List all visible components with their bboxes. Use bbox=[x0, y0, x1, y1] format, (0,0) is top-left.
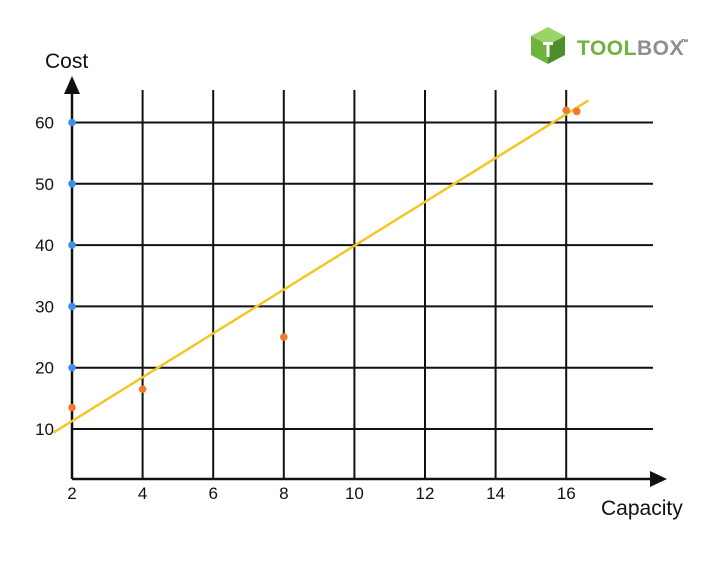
y-tick-label-50: 50 bbox=[35, 175, 54, 194]
x-tick-label-4: 4 bbox=[138, 484, 147, 503]
y-tick-label-60: 60 bbox=[35, 114, 54, 133]
x-tick-label-16: 16 bbox=[557, 484, 576, 503]
data-point-s0-3 bbox=[68, 302, 76, 311]
brand-name-part1: TOOL bbox=[577, 37, 637, 60]
data-point-s0-4 bbox=[68, 363, 76, 372]
x-tick-label-14: 14 bbox=[486, 484, 505, 503]
y-tick-label-10: 10 bbox=[35, 420, 54, 439]
x-tick-label-12: 12 bbox=[416, 484, 435, 503]
x-axis-title: Capacity bbox=[601, 497, 683, 520]
data-point-s1-2 bbox=[280, 333, 288, 341]
data-point-s1-3 bbox=[562, 106, 570, 115]
trendline-layer bbox=[53, 99, 589, 434]
grid bbox=[72, 90, 653, 479]
x-tick-labels: 2 4 6 8 10 12 14 16 bbox=[67, 484, 575, 503]
y-tick-labels: 10 20 30 40 50 60 bbox=[35, 114, 54, 440]
points-layer bbox=[68, 106, 581, 412]
data-point-s1-1 bbox=[138, 385, 147, 393]
axes bbox=[64, 76, 667, 487]
cube-icon bbox=[531, 27, 565, 64]
y-tick-label-20: 20 bbox=[35, 359, 54, 378]
trendline bbox=[53, 99, 589, 434]
x-axis-arrow bbox=[650, 471, 667, 487]
y-tick-label-40: 40 bbox=[35, 236, 54, 255]
brand-name-part2: BOX bbox=[637, 37, 684, 60]
brand-logo: TOOLBOX ™ bbox=[531, 27, 688, 64]
data-point-s1-0 bbox=[68, 403, 76, 412]
data-point-s0-0 bbox=[68, 118, 76, 127]
x-tick-label-6: 6 bbox=[208, 484, 217, 503]
y-axis-arrow bbox=[64, 76, 80, 94]
data-point-s0-2 bbox=[68, 241, 76, 249]
y-tick-label-30: 30 bbox=[35, 297, 54, 316]
x-tick-label-2: 2 bbox=[67, 484, 76, 503]
data-point-s1-4 bbox=[572, 107, 581, 116]
brand-trademark: ™ bbox=[681, 39, 688, 46]
y-axis-title: Cost bbox=[45, 50, 88, 73]
x-tick-label-8: 8 bbox=[279, 484, 288, 503]
svg-text:TOOLBOX: TOOLBOX bbox=[577, 37, 684, 60]
data-point-s0-1 bbox=[68, 180, 76, 188]
x-tick-label-10: 10 bbox=[345, 484, 364, 503]
